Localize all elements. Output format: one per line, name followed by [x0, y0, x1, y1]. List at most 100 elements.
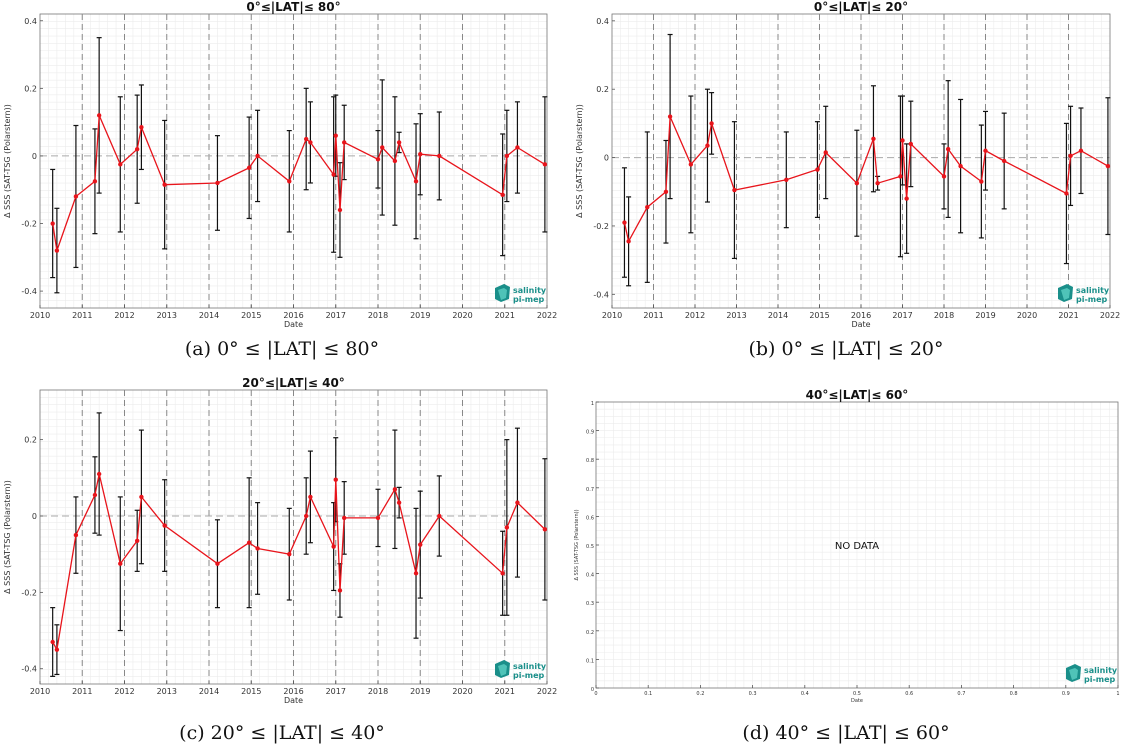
panel-c: 2010 2011 2012 2013 2014 2015 2016 2017 2018 2019… [0, 376, 564, 706]
y-tick-label: 0 [604, 154, 609, 163]
panel-d: 0 0.1 0.2 0.3 0.4 0.5 0.6 0.7 0.8 0.9 1 0 0.1 0.2 0.3 0… [564, 376, 1128, 706]
x-tick-label: 2020 [1017, 311, 1037, 320]
data-point [1078, 148, 1084, 153]
x-tick-label: 2022 [1100, 311, 1120, 320]
x-tick-label: 0.7 [957, 691, 965, 697]
data-point [303, 513, 309, 519]
logo-line2: pi-mep [513, 295, 545, 304]
x-tick-label: 0 [594, 691, 597, 697]
y-tick-label: 0.6 [586, 515, 594, 521]
data-point [73, 532, 79, 538]
y-tick-label: -0.2 [593, 222, 609, 231]
x-tick-label: 2020 [452, 311, 472, 320]
x-tick-label: 0.2 [696, 691, 704, 697]
y-tick-label: 0.4 [596, 17, 609, 26]
x-tick-label: 2013 [726, 311, 746, 320]
x-axis-label: Date [851, 698, 863, 704]
data-point [1068, 153, 1073, 159]
x-tick-label: 2015 [241, 311, 261, 320]
x-tick-label: 2018 [368, 311, 388, 320]
data-point [96, 471, 102, 477]
y-tick-label: -0.2 [21, 588, 37, 597]
data-point [392, 158, 398, 164]
caption-d: (d) 40° ≤ |LAT| ≤ 60° [742, 722, 950, 744]
data-point [139, 494, 144, 500]
logo-line2: pi-mep [513, 671, 545, 680]
data-point [308, 140, 313, 145]
y-axis-label: Δ SSS (SAT-TSG (Polarstern)) [574, 509, 580, 580]
data-point [50, 639, 55, 645]
data-point [413, 179, 419, 184]
data-point [50, 221, 55, 226]
x-tick-label: 2017 [892, 311, 912, 320]
y-tick-label: 0.5 [586, 544, 594, 550]
chart-title: 0°≤|LAT|≤ 20° [814, 0, 908, 14]
caption-b: (b) 0° ≤ |LAT| ≤ 20° [748, 338, 944, 360]
data-point [331, 172, 336, 177]
data-point [380, 145, 385, 150]
x-tick-label: 2014 [199, 311, 219, 320]
y-axis-label: Δ SSS (SAT-TSG (Polarstern)) [575, 104, 584, 218]
data-point [215, 561, 220, 566]
y-tick-label: 0 [32, 152, 37, 161]
x-tick-label: 2018 [934, 311, 954, 320]
logo-line1: salinity [513, 286, 547, 295]
data-point [118, 561, 123, 566]
x-tick-label: 2011 [72, 311, 92, 320]
data-point [54, 248, 60, 253]
data-point [908, 141, 913, 147]
x-tick-label: 0.5 [853, 691, 861, 697]
x-tick-label: 2014 [768, 311, 788, 320]
caption-a: (a) 0° ≤ |LAT| ≤ 80° [184, 338, 380, 360]
data-point [331, 544, 336, 549]
x-tick-label: 2013 [157, 687, 177, 696]
x-tick-label: 0.1 [644, 691, 652, 697]
x-tick-label: 2015 [809, 311, 829, 320]
data-point [392, 487, 398, 492]
data-point [139, 125, 144, 130]
y-tick-label: 0.2 [24, 436, 37, 445]
logo-line1: salinity [1084, 666, 1118, 675]
y-tick-label: 0.9 [586, 430, 594, 436]
data-point [898, 174, 903, 179]
data-point [92, 179, 98, 184]
x-tick-label: 2019 [975, 311, 995, 320]
chart-svg: 2010 2011 2012 2013 2014 2015 2016 2017 2018 2019… [3, 0, 557, 329]
chart-svg: 0 0.1 0.2 0.3 0.4 0.5 0.6 0.7 0.8 0.9 1 0 0.1 0.2 0.3 0… [574, 388, 1120, 704]
data-point [815, 167, 820, 172]
data-point [688, 162, 694, 167]
y-tick-label: 0.2 [586, 630, 594, 636]
data-point [1064, 191, 1069, 196]
data-point [437, 513, 442, 519]
data-point [118, 162, 123, 167]
panel-b: 2010 2011 2012 2013 2014 2015 2016 2017 2018 2019… [564, 0, 1128, 330]
x-tick-label: 0.8 [1010, 691, 1018, 697]
y-tick-label: 0.3 [586, 601, 594, 607]
y-tick-label: -0.4 [21, 287, 37, 296]
data-point [246, 165, 252, 170]
x-tick-label: 2021 [495, 311, 515, 320]
data-point [134, 538, 140, 544]
data-point [871, 136, 876, 141]
y-tick-label: 1 [591, 401, 594, 407]
data-point [542, 162, 548, 167]
data-point [663, 189, 669, 194]
data-point [983, 148, 988, 153]
data-point [215, 180, 220, 186]
data-point [515, 145, 520, 150]
data-point [413, 571, 419, 576]
data-point [73, 194, 79, 199]
y-axis-label: Δ SSS (SAT-TSG (Polarstern)) [3, 104, 12, 218]
logo-mark-highlight [1069, 668, 1078, 680]
data-point [504, 153, 510, 159]
data-point [500, 571, 505, 576]
data-point [375, 515, 381, 521]
y-tick-label: 0.1 [586, 658, 594, 664]
y-tick-label: 0.4 [24, 17, 37, 26]
y-tick-label: -0.4 [21, 665, 37, 674]
logo-line2: pi-mep [1084, 675, 1116, 684]
x-tick-label: 2014 [199, 687, 219, 696]
x-tick-label: 2019 [410, 687, 430, 696]
